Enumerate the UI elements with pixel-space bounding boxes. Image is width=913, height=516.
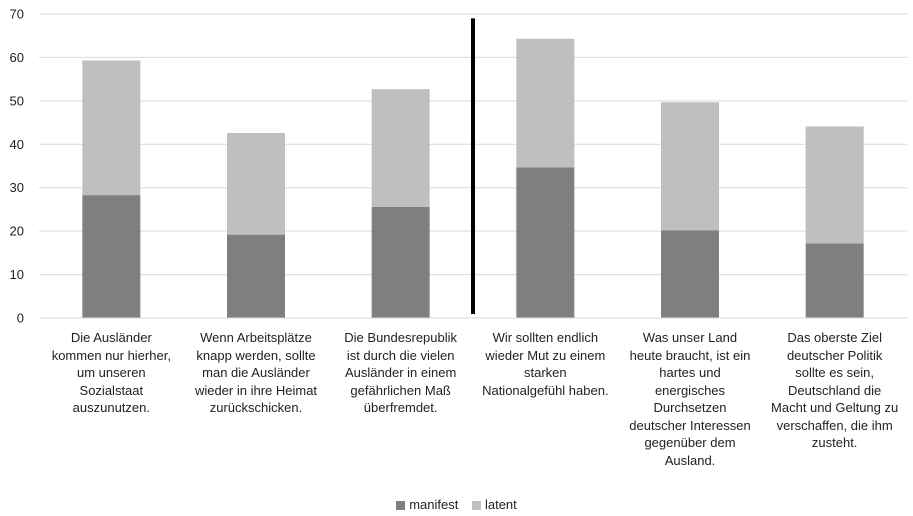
x-tick-label-line: ist durch die vielen [346,347,455,363]
y-tick-label: 0 [17,311,24,326]
x-tick-label-line: gefährlichen Maß [350,382,451,398]
x-tick-label-line: Was unser Land [642,330,738,345]
x-tick-label-line: deutscher Politik [786,347,883,363]
bar-latent-4 [516,38,575,168]
legend-label-manifest: manifest [409,497,459,512]
legend-label-latent: latent [484,497,517,512]
y-tick-label: 60 [10,50,24,65]
x-tick-label-line: Deutschland die [788,382,882,398]
bars [82,38,864,318]
x-tick-label-line: Durchsetzen [653,400,727,415]
legend-swatch-latent [471,501,481,510]
x-tick-label-line: energisches [654,382,726,398]
x-tick-label: Was unser Land heute braucht, ist ein hart… [616,329,764,469]
bar-latent-1 [82,60,141,196]
y-tick-label: 20 [10,224,24,239]
bar-manifest-4 [516,167,575,318]
x-tick-label-line: überfremdet. [363,400,438,415]
legend-swatch-manifest [396,501,406,510]
x-tick-label-line: Das oberste Ziel [787,330,882,345]
x-tick-label-line: Wir sollten endlich [492,330,599,345]
y-tick-label: 10 [10,267,24,282]
x-tick-label-line: Nationalgefühl haben. [482,382,609,398]
x-tick-label-line: verschaffen, die ihm [776,417,893,433]
x-tick-label: Wir sollten endlich wieder Mut zu einem st… [471,329,619,399]
y-tick-label: 50 [10,93,24,108]
y-axis: 0 10 20 30 40 50 60 70 [10,7,24,326]
x-tick-label: Wenn Arbeitsplätze knapp werden, sollte ma… [182,329,330,417]
bar-manifest-2 [227,234,285,318]
x-tick-label-line: um unseren [77,365,146,380]
bar-latent-2 [227,132,285,235]
bar-latent-3 [371,89,430,207]
legend-item-manifest: manifest [396,497,462,512]
x-tick-label-line: Sozialstaat [79,382,144,398]
x-tick-label-line: zusteht. [811,435,858,450]
bar-manifest-5 [661,230,719,318]
bar-manifest-1 [82,195,141,318]
x-tick-label-line: zurückschicken. [209,400,303,415]
x-tick-label-line: gegenüber dem [644,435,736,450]
x-tick-label-line: starken [524,365,567,380]
x-tick-label-line: Ausländer in einem [345,365,457,380]
y-tick-label: 40 [10,137,24,152]
legend-item-latent: latent [471,497,517,512]
x-tick-label-line: auszunutzen. [72,400,150,415]
x-tick-label-line: Macht und Geltung zu [771,400,899,415]
x-tick-label-line: kommen nur hierher, [51,347,171,363]
bar-latent-6 [805,126,864,244]
x-tick-label-line: deutscher Interessen [629,417,751,433]
x-tick-label: Das oberste Ziel deutscher Politik sollte … [761,329,909,452]
x-tick-label-line: wieder Mut zu einem [485,347,606,363]
x-tick-label-line: sollte es sein, [795,365,875,380]
x-tick-label-line: wieder in ihre Heimat [194,382,318,398]
bar-manifest-3 [371,206,430,318]
bar-latent-5 [661,102,719,231]
bar-manifest-6 [805,243,864,318]
x-tick-label-line: heute braucht, ist ein [629,347,751,363]
x-tick-label-line: Die Bundesrepublik [344,330,458,345]
x-tick-label-line: Die Ausländer [70,330,152,345]
x-tick-label-line: hartes und [659,365,721,380]
x-tick-label-line: Ausland. [664,452,716,468]
x-tick-label: Die Ausländer kommen nur hierher, um unser… [37,329,185,417]
x-tick-label: Die Bundesrepublik ist durch die vielen Au… [327,329,475,417]
y-tick-label: 30 [10,180,24,195]
x-tick-label-line: man die Ausländer [202,365,310,380]
x-tick-label-line: Wenn Arbeitsplätze [200,330,312,345]
legend: manifest latent [0,497,913,512]
x-tick-label-line: knapp werden, sollte [196,347,316,363]
y-tick-label: 70 [10,7,24,22]
